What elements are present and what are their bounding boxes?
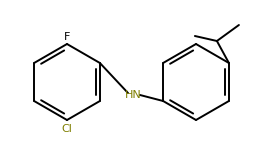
Text: HN: HN <box>125 90 141 100</box>
Text: Cl: Cl <box>62 124 72 134</box>
Text: F: F <box>64 32 70 42</box>
